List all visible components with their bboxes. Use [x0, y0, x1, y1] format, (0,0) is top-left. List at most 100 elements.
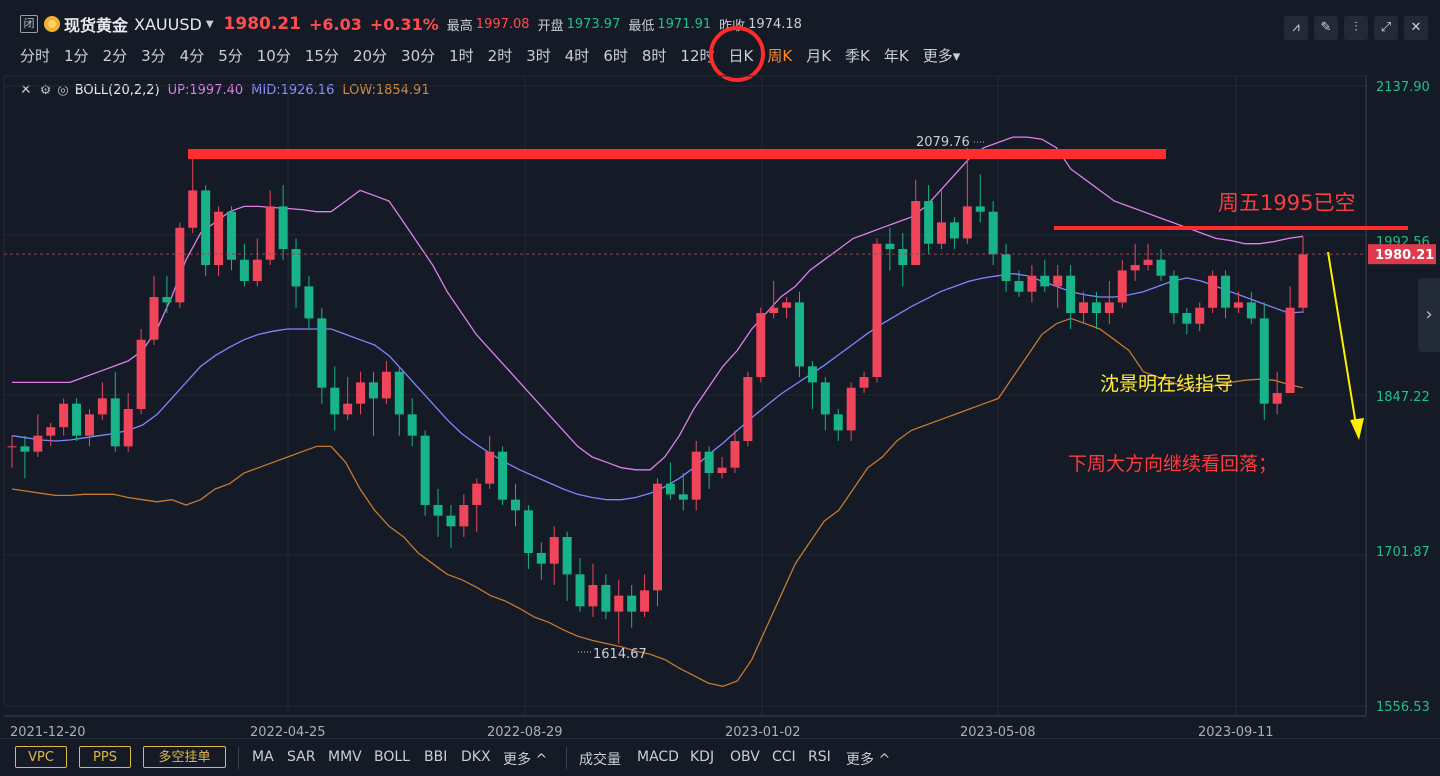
candle-body	[885, 243, 895, 250]
quote-header: 闭 现货黄金 XAUUSD ▼ 1980.21 +6.03 +0.31% 最高 …	[0, 0, 1440, 48]
candle-body	[704, 451, 714, 474]
candle-body	[1066, 275, 1076, 314]
period-tab[interactable]: 1时	[449, 46, 474, 65]
price-change: +6.03	[308, 14, 362, 34]
period-tab[interactable]: 10分	[256, 46, 291, 65]
divider	[238, 747, 239, 769]
price-change-pct: +0.31%	[369, 14, 439, 34]
candle-body	[833, 414, 843, 431]
period-tab[interactable]: 3分	[141, 46, 166, 65]
main-indicator-dkx[interactable]: DKX	[461, 749, 491, 765]
main-indicator-ma[interactable]: MA	[252, 749, 274, 765]
symbol-code[interactable]: XAUUSD	[134, 14, 202, 34]
chevron-down-icon: ▾	[952, 46, 961, 65]
sub-indicator-rsi[interactable]: RSI	[808, 749, 831, 765]
eye-icon[interactable]: ◎	[57, 82, 69, 98]
candle-body	[1079, 302, 1089, 314]
period-tab[interactable]: 4时	[564, 46, 590, 65]
chevron-down-icon[interactable]: ▼	[205, 18, 214, 30]
high-mark-label: 2079.76	[916, 135, 970, 150]
candle-body	[1182, 313, 1192, 324]
candle-body	[562, 537, 572, 575]
candle-body	[859, 377, 869, 388]
candle-body	[1246, 302, 1256, 319]
period-tab[interactable]: 5分	[218, 46, 243, 65]
period-tab[interactable]: 周K	[767, 46, 793, 65]
period-tab[interactable]: 30分	[401, 46, 436, 65]
period-tab[interactable]: 2时	[487, 46, 513, 65]
candle-body	[795, 302, 805, 367]
candle-body	[588, 584, 598, 607]
period-tab[interactable]: 分时	[20, 46, 51, 65]
candle-body	[343, 403, 353, 415]
candle-body	[769, 307, 779, 314]
main-indicator-more[interactable]: 更多 ^	[503, 752, 548, 768]
candle-body	[123, 409, 133, 447]
sub-indicator-obv[interactable]: OBV	[730, 749, 760, 765]
price-tick-label: 1556.53	[1376, 700, 1430, 715]
main-indicator-bbi[interactable]: BBI	[424, 749, 448, 765]
candles-icon[interactable]: ⫶	[1344, 16, 1368, 40]
period-tab[interactable]: 4分	[179, 46, 205, 65]
period-tab[interactable]: 1分	[64, 46, 89, 65]
highlight-circle	[709, 26, 765, 82]
draw-icon[interactable]: ✎	[1314, 16, 1338, 40]
close-symbol-icon[interactable]: 闭	[20, 15, 38, 33]
boll-low-line	[11, 317, 1304, 687]
candlestick-chart[interactable]: 2137.901992.561847.221701.871556.531980.…	[0, 70, 1440, 738]
main-indicator-sar[interactable]: SAR	[287, 749, 316, 765]
sub-indicator-macd[interactable]: MACD	[637, 749, 679, 765]
fullscreen-icon[interactable]: ⤢	[1374, 16, 1398, 40]
pps-button[interactable]: PPS	[79, 746, 131, 768]
price-tick-label: 1847.22	[1376, 390, 1430, 405]
candle-body	[1259, 318, 1269, 404]
period-tab[interactable]: 6时	[603, 46, 628, 65]
sub-indicator-kdj[interactable]: KDJ	[690, 749, 715, 765]
candle-body	[962, 206, 972, 239]
time-tick-label: 2023-09-11	[1198, 725, 1274, 738]
period-tab[interactable]: 月K	[806, 46, 832, 65]
candle-body	[640, 590, 650, 612]
candle-body	[1195, 307, 1205, 324]
sub-indicator-volume[interactable]: 成交量	[579, 752, 621, 768]
main-indicator-boll[interactable]: BOLL	[374, 749, 410, 765]
candle-body	[536, 552, 546, 564]
candle-body	[381, 371, 391, 399]
candle-body	[226, 211, 236, 260]
period-tab[interactable]: 20分	[352, 46, 388, 65]
down-arrow-shaft	[1327, 251, 1357, 426]
candle-body	[924, 201, 934, 244]
period-tab[interactable]: 8时	[641, 46, 667, 65]
vpc-button[interactable]: VPC	[15, 746, 67, 768]
period-tab[interactable]: 15分	[304, 46, 339, 65]
period-tab[interactable]: 更多▾	[922, 46, 961, 65]
candle-body	[575, 574, 585, 607]
sub-indicator-more[interactable]: 更多 ^	[846, 752, 891, 768]
open-value: 1973.97	[566, 16, 621, 32]
period-tab[interactable]: 季K	[845, 46, 870, 65]
candle-body	[510, 499, 520, 511]
candle-body	[549, 537, 559, 564]
high-value: 1997.08	[475, 16, 530, 32]
candle-body	[188, 190, 198, 228]
chart-type-icon[interactable]: ⩘	[1284, 16, 1308, 40]
candle-body	[97, 398, 107, 415]
period-tab[interactable]: 2分	[102, 46, 128, 65]
candle-body	[110, 398, 120, 447]
remove-indicator-icon[interactable]: ✕	[20, 82, 32, 98]
time-tick-label: 2023-01-02	[725, 725, 801, 738]
settings-icon[interactable]: ⚙	[39, 82, 52, 98]
close-icon[interactable]: ✕	[1404, 16, 1428, 40]
candle-body	[368, 382, 378, 399]
period-tab[interactable]: 3时	[526, 46, 551, 65]
candle-body	[1169, 275, 1179, 314]
candle-body	[407, 414, 417, 436]
symbol-name[interactable]: 现货黄金	[64, 16, 129, 35]
last-price-badge	[1368, 244, 1436, 265]
sub-indicator-cci[interactable]: CCI	[772, 749, 796, 765]
long-short-orders-button[interactable]: 多空挂单	[143, 746, 226, 768]
expand-panel-button[interactable]: ›	[1418, 278, 1440, 352]
period-tab[interactable]: 年K	[883, 46, 909, 65]
period-tab[interactable]: 12时	[680, 46, 715, 65]
main-indicator-mmv[interactable]: MMV	[328, 749, 362, 765]
